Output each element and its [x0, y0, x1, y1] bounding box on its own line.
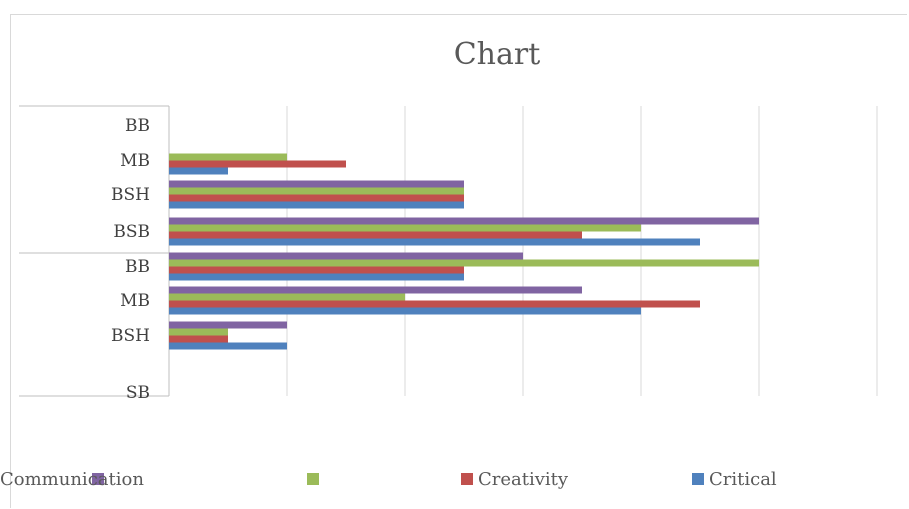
bar-2-5: [169, 259, 759, 267]
bar-1-5: [169, 252, 523, 260]
bar-4-3: [169, 201, 464, 209]
legend-marker-2: [307, 473, 319, 485]
bar-2-6: [169, 293, 405, 301]
legend-marker-3: [461, 473, 473, 485]
bar-1-4: [169, 217, 759, 225]
category-label-6: MB: [120, 291, 150, 311]
bar-4-5: [169, 273, 464, 281]
legend-marker-1: [92, 473, 104, 485]
legend-label-4: Critical: [709, 469, 777, 490]
legend-marker-4: [692, 473, 704, 485]
bar-2-4: [169, 224, 641, 232]
legend-label-3: Creativity: [478, 469, 569, 490]
category-label-5: BB: [125, 257, 150, 277]
bar-3-4: [169, 231, 582, 239]
bar-4-2: [169, 167, 228, 175]
category-label-4: BSB: [113, 222, 150, 242]
chart-title: Chart: [454, 37, 541, 72]
legend-label-2: Communication: [0, 469, 144, 490]
bar-1-7: [169, 321, 287, 329]
bar-layer: [169, 153, 759, 350]
bar-2-7: [169, 328, 228, 336]
top-strip: [0, 0, 909, 12]
bar-1-6: [169, 286, 582, 294]
bar-2-2: [169, 153, 287, 161]
bar-1-3: [169, 180, 464, 188]
axis-layer: BB MB BSH BSB BB MB BSH SB: [19, 105, 170, 403]
bar-4-7: [169, 342, 287, 350]
bar-4-6: [169, 307, 641, 315]
category-label-3: BSH: [111, 185, 150, 205]
category-label-1: BB: [125, 116, 150, 136]
grid-layer: [168, 106, 878, 396]
bar-3-3: [169, 194, 464, 202]
category-label-7: BSH: [111, 326, 150, 346]
bar-3-5: [169, 266, 464, 274]
bar-3-7: [169, 335, 228, 343]
bar-3-2: [169, 160, 346, 168]
category-label-8: SB: [126, 383, 150, 403]
bar-4-4: [169, 238, 700, 246]
category-label-2: MB: [120, 151, 150, 171]
bar-3-6: [169, 300, 700, 308]
bar-2-3: [169, 187, 464, 195]
legend: Communication Creativity Critical: [0, 469, 777, 490]
